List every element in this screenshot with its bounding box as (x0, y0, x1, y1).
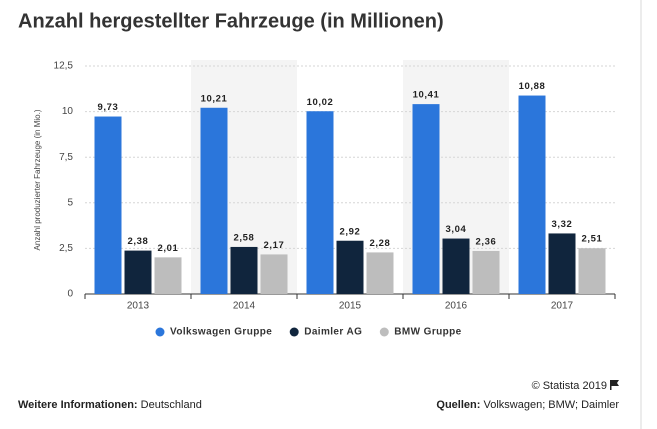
bar (124, 250, 152, 294)
sources-value: Volkswagen; BMW; Daimler (483, 399, 619, 411)
value-label: 10,02 (307, 97, 334, 108)
x-tick-label: 2017 (551, 301, 574, 312)
value-label: 2,28 (370, 238, 391, 249)
bar (472, 250, 500, 294)
value-label: 10,41 (413, 90, 440, 101)
value-label: 2,17 (264, 240, 285, 251)
legend-marker (289, 327, 299, 337)
bar (548, 233, 576, 294)
x-tick-label: 2013 (127, 301, 150, 312)
legend-label: Volkswagen Gruppe (170, 327, 272, 338)
bar (412, 104, 440, 294)
copyright-text: © Statista 2019 (531, 380, 607, 392)
bar (518, 95, 546, 294)
sources: Quellen: Volkswagen; BMW; Daimler (436, 399, 619, 411)
copyright: © Statista 2019 (532, 380, 619, 392)
y-tick-label: 2,5 (59, 243, 73, 254)
bar (154, 257, 182, 294)
value-label: 2,38 (128, 236, 149, 247)
value-label: 2,51 (582, 234, 603, 245)
info: Weitere Informationen: Deutschland (18, 399, 202, 411)
y-tick-label: 12,5 (54, 61, 74, 72)
x-tick-label: 2014 (233, 301, 256, 312)
info-label: Weitere Informationen: (18, 399, 138, 411)
bar (200, 107, 228, 295)
value-label: 3,32 (552, 219, 573, 230)
value-label: 10,21 (201, 93, 228, 104)
x-tick-label: 2016 (445, 301, 468, 312)
bar (230, 246, 258, 294)
y-axis-label: Anzahl produzierter Fahrzeuge (in Mio.) (33, 109, 42, 250)
bar (94, 116, 122, 294)
y-tick-label: 0 (67, 289, 73, 300)
info-value: Deutschland (140, 399, 202, 411)
bar (260, 254, 288, 294)
bar (442, 238, 470, 294)
value-label: 10,88 (519, 81, 546, 92)
flag-icon (610, 380, 619, 390)
bar (366, 252, 394, 294)
chart-title: Anzahl hergestellter Fahrzeuge (in Milli… (18, 10, 444, 32)
sources-label: Quellen: (436, 399, 481, 411)
value-label: 2,58 (234, 232, 255, 243)
value-label: 3,04 (446, 224, 467, 235)
legend-marker (379, 327, 389, 337)
y-tick-label: 5 (67, 197, 73, 208)
value-label: 2,36 (476, 236, 497, 247)
bar (336, 240, 364, 294)
value-label: 9,73 (98, 102, 119, 113)
value-label: 2,92 (340, 226, 361, 237)
y-tick-label: 10 (62, 106, 74, 117)
legend-marker (155, 327, 165, 337)
x-tick-label: 2015 (339, 301, 362, 312)
value-label: 2,01 (158, 243, 179, 254)
legend-label: Daimler AG (304, 327, 362, 338)
legend-label: BMW Gruppe (394, 327, 461, 338)
y-tick-label: 7,5 (59, 152, 73, 163)
bar (306, 111, 334, 294)
bar (578, 248, 606, 294)
